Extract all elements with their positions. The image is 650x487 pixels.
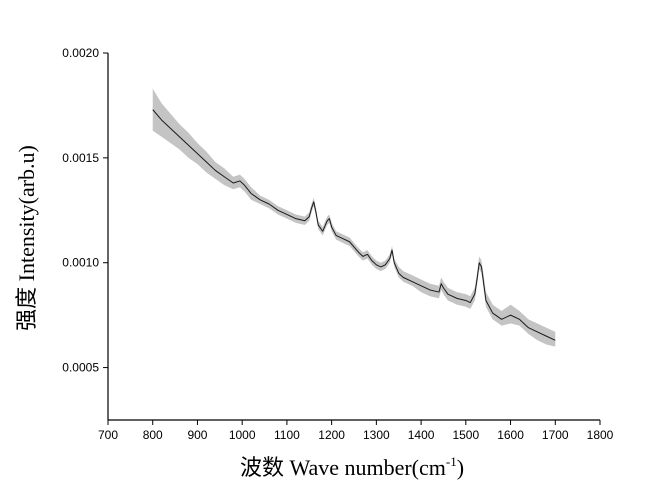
x-axis-title-main: 波数 Wave number(cm [240,455,446,480]
x-axis-title-tail: ) [457,455,464,480]
x-tick-label: 1100 [274,428,300,442]
x-tick-label: 900 [187,428,207,442]
x-tick-label: 1800 [587,428,614,442]
x-tick-label: 1000 [229,428,256,442]
x-ticks: 700 800 900 1000 1100 1200 1300 1400 1500 1600 170… [98,420,614,442]
error-band [152,88,556,347]
x-tick-label: 1700 [542,428,569,442]
y-axis-title: 强度 Intensity(arb.u) [14,145,39,331]
x-tick-label: 700 [98,428,118,442]
x-axis-title: 波数 Wave number(cm-1) [240,454,464,480]
y-tick-label: 0.0015 [62,151,99,165]
error-band-layer [152,88,556,347]
y-tick-label: 0.0010 [62,256,99,270]
mean-line-layer [152,109,556,341]
mean-spectrum-line [152,109,556,341]
x-axis-title-superscript: -1 [446,454,457,469]
x-tick-label: 1500 [452,428,479,442]
axes [107,53,600,421]
x-tick-label: 1300 [363,428,390,442]
x-tick-label: 1400 [408,428,435,442]
x-tick-label: 800 [143,428,163,442]
x-tick-label: 1600 [497,428,524,442]
x-tick-label: 1200 [318,428,345,442]
y-ticks: 0.0005 0.0010 0.0015 0.0020 [62,46,108,375]
y-tick-label: 0.0005 [62,361,99,375]
y-tick-label: 0.0020 [62,46,99,60]
